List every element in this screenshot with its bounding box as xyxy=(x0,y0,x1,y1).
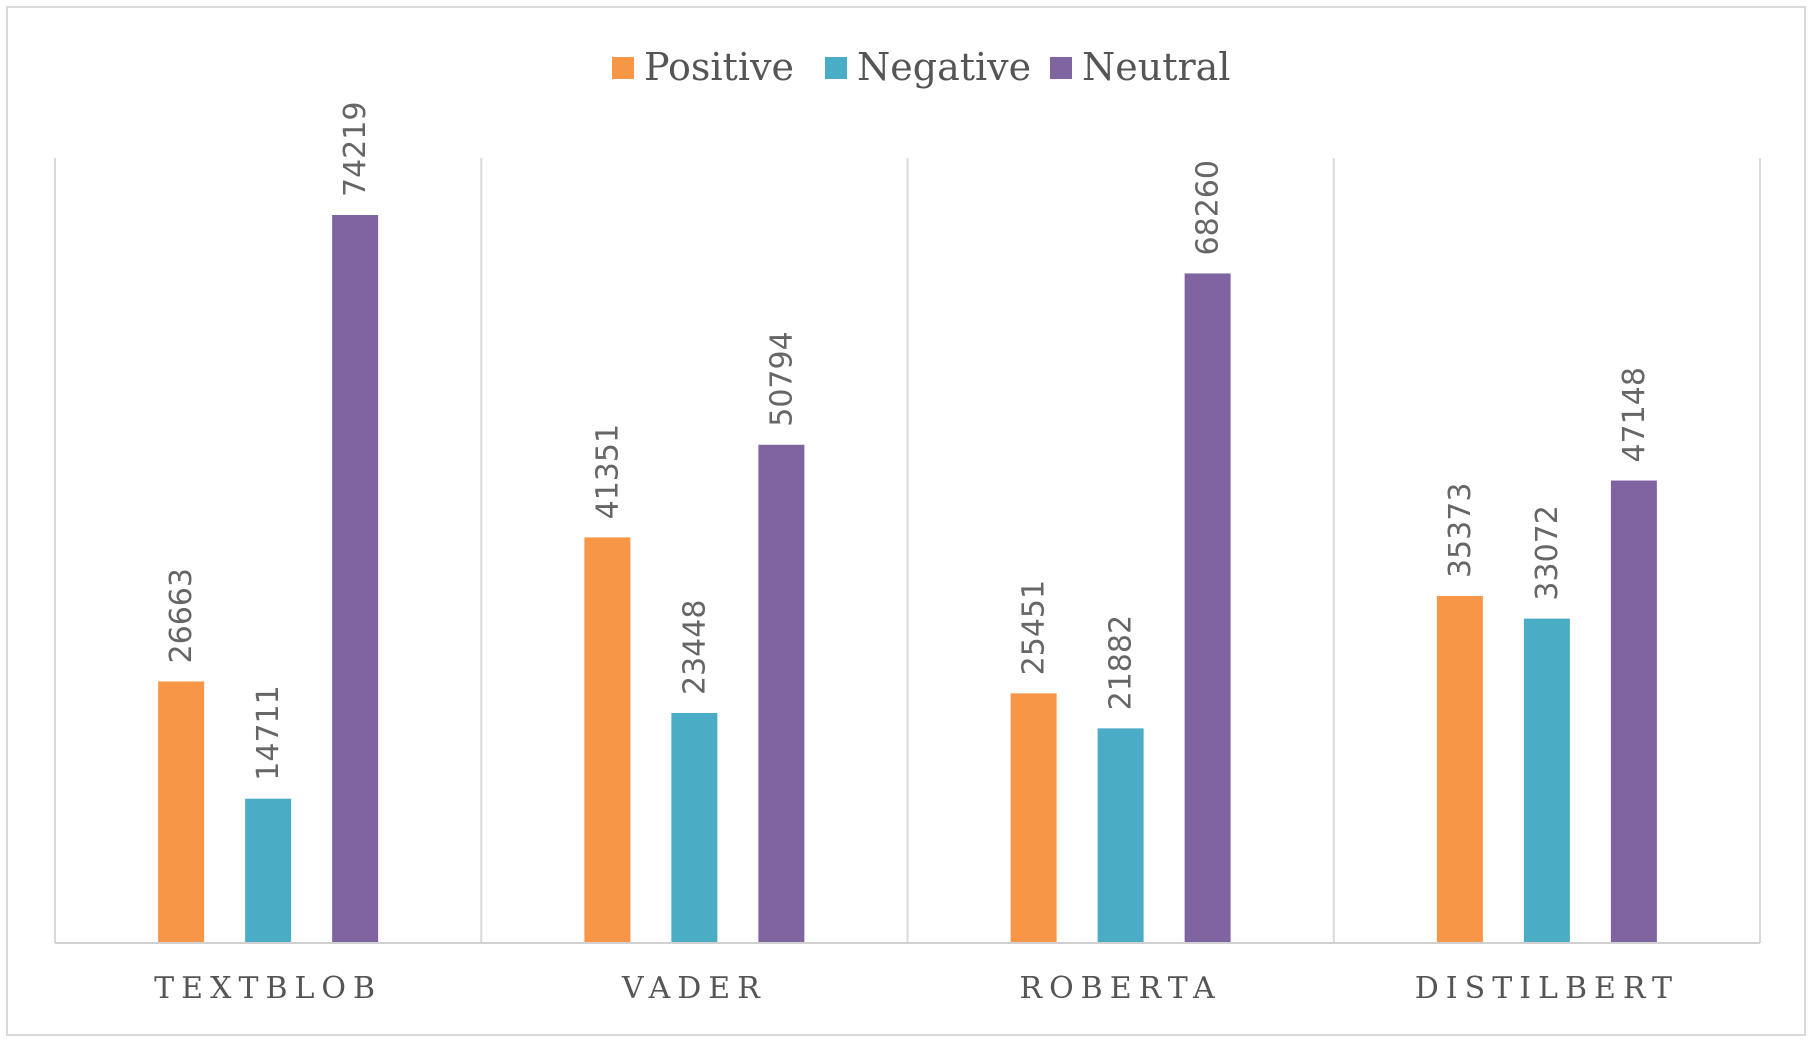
data-label-vader-positive: 41351 xyxy=(590,424,625,519)
legend-swatch-positive xyxy=(612,57,634,79)
bar-distilbert-neutral xyxy=(1610,480,1657,943)
data-label-roberta-positive: 25451 xyxy=(1017,580,1052,675)
data-label-textblob-neutral: 74219 xyxy=(338,102,373,197)
bar-roberta-negative xyxy=(1097,728,1144,943)
legend-swatch-neutral xyxy=(1050,57,1072,79)
chart-frame xyxy=(6,6,1806,1036)
legend-swatch-negative xyxy=(825,57,847,79)
bar-vader-negative xyxy=(671,713,718,943)
data-label-textblob-positive: 26663 xyxy=(164,568,199,663)
data-label-vader-negative: 23448 xyxy=(677,600,712,695)
category-label-distilbert: DISTILBERT xyxy=(1415,971,1679,1006)
data-label-roberta-neutral: 68260 xyxy=(1191,160,1226,255)
data-label-distilbert-neutral: 47148 xyxy=(1617,367,1652,462)
data-label-textblob-negative: 14711 xyxy=(251,685,286,780)
category-labels-group: TEXTBLOB VADER ROBERTA DISTILBERT xyxy=(154,971,1679,1006)
legend-label-positive: Positive xyxy=(644,45,794,89)
bar-vader-positive xyxy=(584,537,631,943)
bar-textblob-neutral xyxy=(332,215,379,943)
bar-roberta-neutral xyxy=(1184,273,1231,943)
data-label-roberta-negative: 21882 xyxy=(1104,615,1139,710)
data-label-vader-neutral: 50794 xyxy=(764,331,799,426)
bar-distilbert-positive xyxy=(1436,596,1483,943)
bar-textblob-negative xyxy=(245,798,292,943)
data-label-distilbert-positive: 35373 xyxy=(1443,483,1478,578)
bars-group xyxy=(158,215,1657,943)
bar-roberta-positive xyxy=(1010,693,1057,943)
legend: Positive Negative Neutral xyxy=(612,45,1230,89)
data-labels-group: 26663 14711 74219 41351 23448 50794 25451 21882… xyxy=(164,102,1652,781)
category-label-textblob: TEXTBLOB xyxy=(154,971,382,1006)
data-label-distilbert-negative: 33072 xyxy=(1530,505,1565,600)
bar-distilbert-negative xyxy=(1523,618,1570,943)
bar-textblob-positive xyxy=(158,681,205,943)
category-label-vader: VADER xyxy=(621,971,767,1006)
category-label-roberta: ROBERTA xyxy=(1020,971,1222,1006)
legend-label-neutral: Neutral xyxy=(1082,45,1230,89)
category-separators xyxy=(54,158,1761,943)
legend-label-negative: Negative xyxy=(857,45,1031,89)
bar-vader-neutral xyxy=(758,444,805,943)
